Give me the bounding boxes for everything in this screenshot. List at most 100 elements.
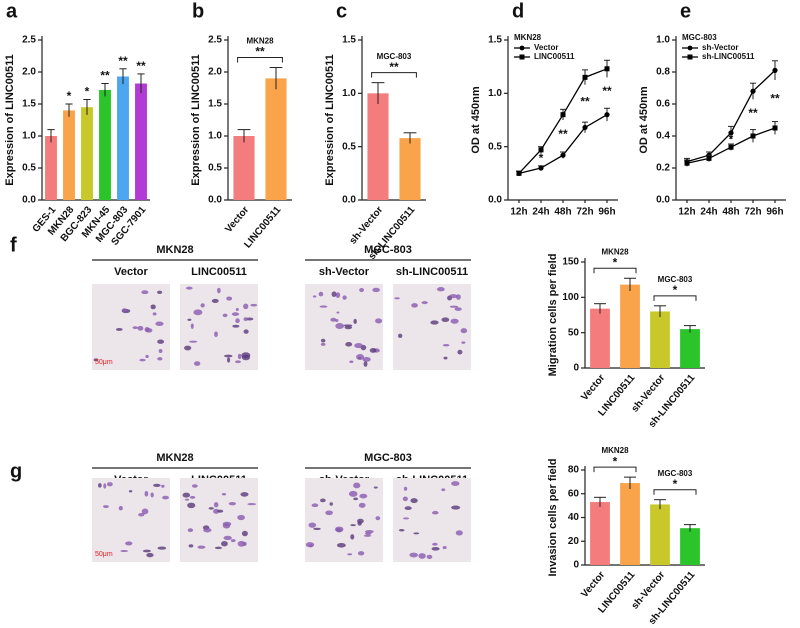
- y-tick-label: 1.5: [208, 99, 222, 110]
- cell: [185, 286, 193, 290]
- y-tick-label: 0.5: [488, 141, 502, 152]
- cell: [421, 301, 428, 305]
- cell: [224, 354, 233, 358]
- cell: [353, 318, 357, 325]
- cell: [217, 287, 221, 294]
- cell: [449, 294, 458, 299]
- cell: [348, 490, 358, 497]
- bracket-label: MKN28: [601, 247, 629, 256]
- x-tick-label: 12h: [510, 207, 527, 218]
- y-tick-label: 0.0: [208, 195, 222, 206]
- legend-title: MGC-803: [682, 33, 717, 42]
- bracket-label: MGC-803: [658, 469, 693, 478]
- cell: [436, 287, 445, 292]
- legend-marker: [687, 45, 693, 51]
- y-tick-label: 2.0: [208, 67, 222, 78]
- y-tick-label: 1.0: [22, 131, 36, 142]
- cell: [232, 324, 240, 328]
- bracket-star: *: [673, 477, 678, 491]
- bar: [620, 284, 640, 368]
- cell: [349, 360, 354, 364]
- y-tick-label: 0.5: [22, 163, 36, 174]
- cell: [118, 505, 123, 511]
- y-tick-label: 0.8: [656, 67, 670, 78]
- cell: [363, 534, 372, 537]
- point: [582, 74, 588, 80]
- y-tick-label: 20: [568, 536, 580, 547]
- cell: [213, 508, 220, 514]
- cell: [157, 546, 167, 550]
- cell: [115, 328, 123, 331]
- significance: **: [558, 127, 568, 141]
- cell: [243, 303, 249, 310]
- cell: [398, 333, 403, 338]
- cell: [362, 357, 371, 362]
- panel-label: b: [192, 0, 204, 22]
- x-tick-label: 96h: [766, 207, 783, 218]
- cell: [330, 317, 337, 322]
- group-label: MKN28: [156, 244, 193, 256]
- cell: [320, 338, 326, 343]
- y-tick-label: 50: [568, 327, 580, 338]
- cell: [345, 342, 353, 347]
- cell: [237, 353, 242, 360]
- cell: [441, 488, 446, 492]
- cell: [141, 290, 149, 295]
- significance: **: [770, 91, 780, 105]
- cell: [442, 546, 447, 550]
- cell: [454, 307, 462, 311]
- cell: [222, 313, 228, 318]
- y-axis-label: Expression of LINC00511: [4, 54, 16, 185]
- panel-label: e: [680, 0, 691, 22]
- bar: [650, 311, 670, 368]
- panel-label: d: [512, 0, 524, 22]
- bar: [117, 76, 129, 200]
- point: [538, 147, 544, 153]
- x-tick-label: 12h: [678, 207, 695, 218]
- legend-label: sh-LINC00511: [702, 52, 755, 61]
- cell: [193, 309, 203, 316]
- cell: [189, 496, 196, 499]
- y-tick-label: 150: [562, 257, 579, 268]
- cell: [121, 308, 127, 312]
- bracket-star: *: [613, 454, 618, 468]
- cell: [343, 324, 353, 327]
- cell: [227, 357, 231, 363]
- y-axis-label: Invasion cells per field: [547, 459, 559, 577]
- cell: [237, 514, 246, 521]
- cell: [145, 354, 149, 359]
- significance: *: [85, 85, 90, 99]
- y-tick-label: 1.0: [488, 88, 502, 99]
- point: [750, 133, 756, 139]
- cell: [430, 320, 439, 325]
- bracket-star: **: [389, 60, 399, 74]
- cell: [187, 528, 194, 533]
- cell: [98, 483, 102, 488]
- micrograph: [305, 478, 383, 562]
- cell: [182, 492, 191, 498]
- condition-label: Vector: [114, 266, 148, 278]
- cell: [357, 551, 365, 556]
- bracket: [653, 295, 697, 301]
- cell: [359, 287, 364, 293]
- y-axis-label: Expression of LINC00511: [324, 54, 336, 185]
- cell: [409, 552, 418, 558]
- cell: [363, 361, 368, 367]
- bar: [680, 528, 700, 565]
- y-axis-label: Expression of LINC00511: [190, 54, 202, 185]
- series-line: [518, 114, 608, 174]
- y-tick-label: 2.5: [22, 35, 36, 46]
- cell: [335, 292, 341, 298]
- bar: [99, 89, 111, 200]
- x-tick-label: 96h: [598, 207, 615, 218]
- cell: [197, 545, 206, 549]
- cell: [221, 493, 227, 496]
- cell: [208, 507, 214, 510]
- x-tick-label: 24h: [532, 207, 549, 218]
- bracket-star: **: [255, 45, 265, 59]
- cell: [200, 303, 205, 308]
- group-label: MGC-803: [364, 452, 412, 464]
- significance: **: [580, 95, 590, 109]
- cell: [403, 486, 408, 491]
- significance: *: [539, 151, 544, 165]
